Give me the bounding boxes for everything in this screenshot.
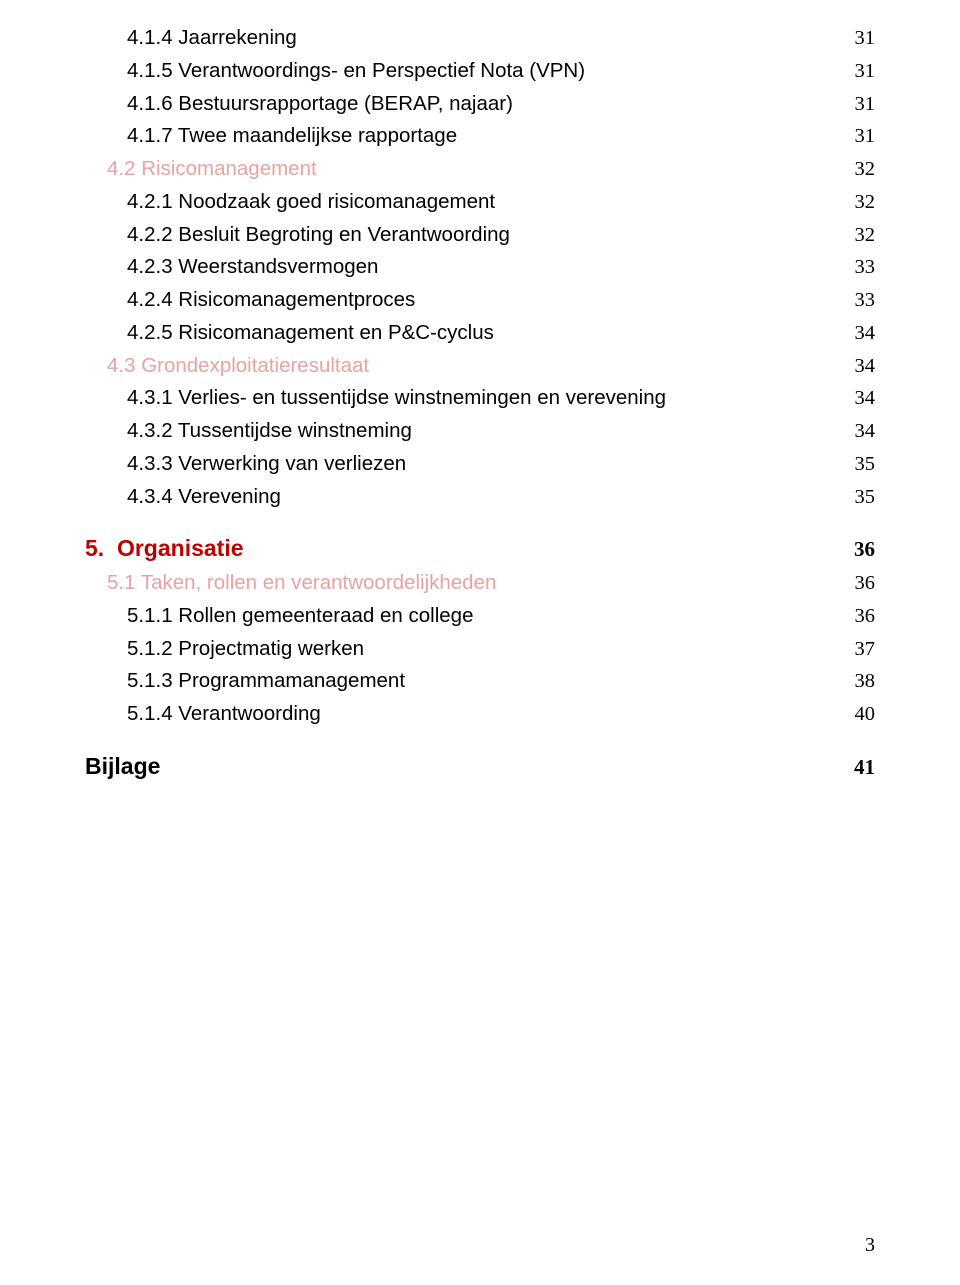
toc-page: 34 bbox=[855, 318, 876, 350]
toc-page: 31 bbox=[855, 56, 876, 88]
toc-page: 36 bbox=[855, 601, 876, 633]
toc-row: Bijlage 41 bbox=[85, 749, 875, 785]
toc-label: 4.1.7 Twee maandelijkse rapportage bbox=[127, 120, 457, 152]
toc-page: 40 bbox=[855, 699, 876, 731]
toc-row: 5.1.1 Rollen gemeenteraad en college 36 bbox=[85, 600, 875, 633]
toc-label: 4.1.6 Bestuursrapportage (BERAP, najaar) bbox=[127, 88, 513, 120]
toc-label: Bijlage bbox=[85, 749, 160, 785]
toc-row: 4.2.3 Weerstandsvermogen 33 bbox=[85, 251, 875, 284]
toc-row: 4.2.1 Noodzaak goed risicomanagement 32 bbox=[85, 186, 875, 219]
toc-row: 5. Organisatie 36 bbox=[85, 531, 875, 567]
toc-row: 4.3.1 Verlies- en tussentijdse winstnemi… bbox=[85, 382, 875, 415]
toc-label: 4.2.2 Besluit Begroting en Verantwoordin… bbox=[127, 219, 510, 251]
toc-page: 34 bbox=[855, 416, 876, 448]
toc-label: 5. Organisatie bbox=[85, 531, 244, 567]
toc-page: 34 bbox=[855, 383, 876, 415]
document-page: 4.1.4 Jaarrekening 31 4.1.5 Verantwoording… bbox=[0, 0, 960, 1285]
toc-label: 5.1.4 Verantwoording bbox=[127, 698, 321, 730]
table-of-contents: 4.1.4 Jaarrekening 31 4.1.5 Verantwoording… bbox=[85, 22, 875, 785]
toc-label: 4.2.3 Weerstandsvermogen bbox=[127, 251, 378, 283]
toc-row: 4.3.4 Verevening 35 bbox=[85, 481, 875, 514]
toc-page: 38 bbox=[855, 666, 876, 698]
toc-page: 41 bbox=[854, 751, 875, 784]
toc-label: 4.1.5 Verantwoordings- en Perspectief No… bbox=[127, 55, 585, 87]
page-number: 3 bbox=[865, 1234, 875, 1257]
toc-row: 4.1.5 Verantwoordings- en Perspectief No… bbox=[85, 55, 875, 88]
toc-page: 34 bbox=[855, 351, 876, 383]
toc-page: 32 bbox=[855, 187, 876, 219]
toc-label: 5.1.1 Rollen gemeenteraad en college bbox=[127, 600, 473, 632]
toc-row: 4.1.4 Jaarrekening 31 bbox=[85, 22, 875, 55]
toc-page: 33 bbox=[855, 252, 876, 284]
toc-spacer bbox=[85, 731, 875, 749]
toc-row: 5.1 Taken, rollen en verantwoordelijkhed… bbox=[85, 567, 875, 600]
toc-row: 4.3.2 Tussentijdse winstneming 34 bbox=[85, 415, 875, 448]
toc-page: 31 bbox=[855, 121, 876, 153]
toc-label: 4.2.4 Risicomanagementproces bbox=[127, 284, 415, 316]
toc-label: 4.3.3 Verwerking van verliezen bbox=[127, 448, 406, 480]
toc-label: 5.1 Taken, rollen en verantwoordelijkhed… bbox=[107, 567, 496, 599]
toc-row: 4.2 Risicomanagement 32 bbox=[85, 153, 875, 186]
toc-row: 4.3.3 Verwerking van verliezen 35 bbox=[85, 448, 875, 481]
toc-spacer bbox=[85, 513, 875, 531]
toc-row: 4.2.2 Besluit Begroting en Verantwoordin… bbox=[85, 219, 875, 252]
toc-label: 4.3.2 Tussentijdse winstneming bbox=[127, 415, 412, 447]
toc-label: 4.2.5 Risicomanagement en P&C-cyclus bbox=[127, 317, 494, 349]
toc-row: 5.1.2 Projectmatig werken 37 bbox=[85, 633, 875, 666]
toc-row: 5.1.4 Verantwoording 40 bbox=[85, 698, 875, 731]
toc-row: 5.1.3 Programmamanagement 38 bbox=[85, 665, 875, 698]
toc-page: 36 bbox=[855, 568, 876, 600]
toc-page: 35 bbox=[855, 449, 876, 481]
toc-label: 4.2.1 Noodzaak goed risicomanagement bbox=[127, 186, 495, 218]
toc-label: 4.2 Risicomanagement bbox=[107, 153, 317, 185]
toc-page: 31 bbox=[855, 89, 876, 121]
toc-label: 5.1.2 Projectmatig werken bbox=[127, 633, 364, 665]
toc-label: 4.3 Grondexploitatieresultaat bbox=[107, 350, 369, 382]
toc-row: 4.1.6 Bestuursrapportage (BERAP, najaar)… bbox=[85, 88, 875, 121]
toc-row: 4.2.5 Risicomanagement en P&C-cyclus 34 bbox=[85, 317, 875, 350]
toc-page: 31 bbox=[855, 23, 876, 55]
toc-row: 4.2.4 Risicomanagementproces 33 bbox=[85, 284, 875, 317]
toc-label: 4.1.4 Jaarrekening bbox=[127, 22, 297, 54]
toc-page: 36 bbox=[854, 533, 875, 566]
toc-page: 32 bbox=[855, 220, 876, 252]
toc-row: 4.3 Grondexploitatieresultaat 34 bbox=[85, 350, 875, 383]
toc-page: 37 bbox=[855, 634, 876, 666]
toc-label: 4.3.1 Verlies- en tussentijdse winstnemi… bbox=[127, 382, 666, 414]
toc-page: 35 bbox=[855, 482, 876, 514]
toc-page: 32 bbox=[855, 154, 876, 186]
toc-label: 4.3.4 Verevening bbox=[127, 481, 281, 513]
toc-label: 5.1.3 Programmamanagement bbox=[127, 665, 405, 697]
toc-page: 33 bbox=[855, 285, 876, 317]
toc-row: 4.1.7 Twee maandelijkse rapportage 31 bbox=[85, 120, 875, 153]
